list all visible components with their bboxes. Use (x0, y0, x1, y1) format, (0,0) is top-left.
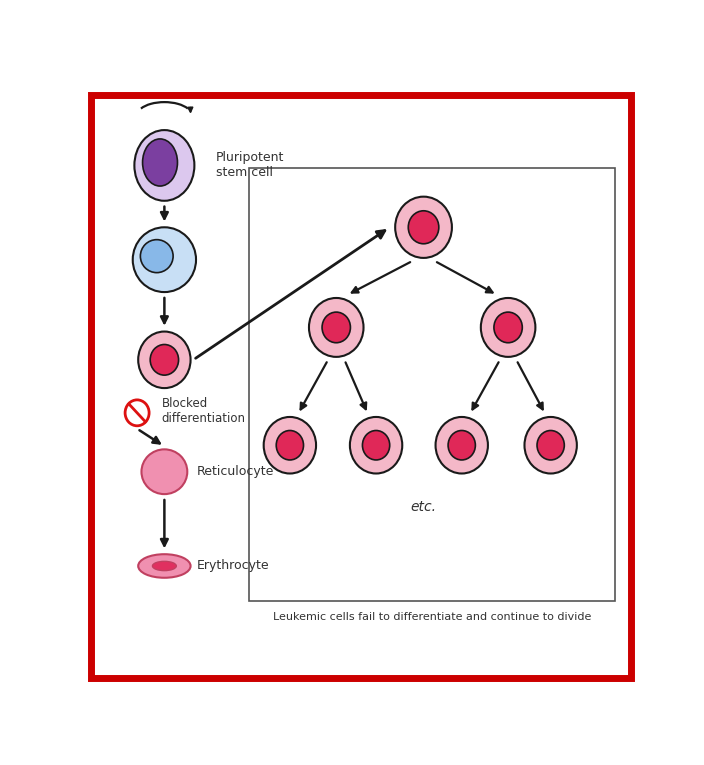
Ellipse shape (142, 449, 187, 494)
Ellipse shape (264, 417, 316, 474)
Ellipse shape (322, 312, 351, 343)
Circle shape (125, 400, 149, 426)
Ellipse shape (448, 431, 475, 460)
Ellipse shape (524, 417, 577, 474)
Ellipse shape (150, 344, 179, 375)
Ellipse shape (350, 417, 402, 474)
Ellipse shape (494, 312, 522, 343)
Ellipse shape (138, 554, 191, 578)
Text: Blocked
differentiation: Blocked differentiation (162, 397, 246, 425)
Text: Leukemic cells fail to differentiate and continue to divide: Leukemic cells fail to differentiate and… (272, 612, 591, 622)
Ellipse shape (481, 298, 536, 356)
Ellipse shape (140, 239, 173, 272)
Text: Pluripotent
stem cell: Pluripotent stem cell (216, 151, 284, 180)
Ellipse shape (537, 431, 565, 460)
Ellipse shape (142, 139, 177, 186)
Ellipse shape (276, 431, 303, 460)
Ellipse shape (436, 417, 488, 474)
Ellipse shape (152, 562, 177, 571)
Ellipse shape (133, 227, 196, 292)
Text: etc.: etc. (410, 500, 436, 514)
Text: Erythrocyte: Erythrocyte (197, 559, 270, 572)
Ellipse shape (395, 197, 452, 258)
Bar (249, 168, 615, 601)
Ellipse shape (134, 130, 194, 200)
Text: Reticulocyte: Reticulocyte (197, 465, 275, 478)
Ellipse shape (408, 211, 439, 244)
Ellipse shape (138, 331, 191, 388)
Ellipse shape (363, 431, 390, 460)
Ellipse shape (309, 298, 363, 356)
